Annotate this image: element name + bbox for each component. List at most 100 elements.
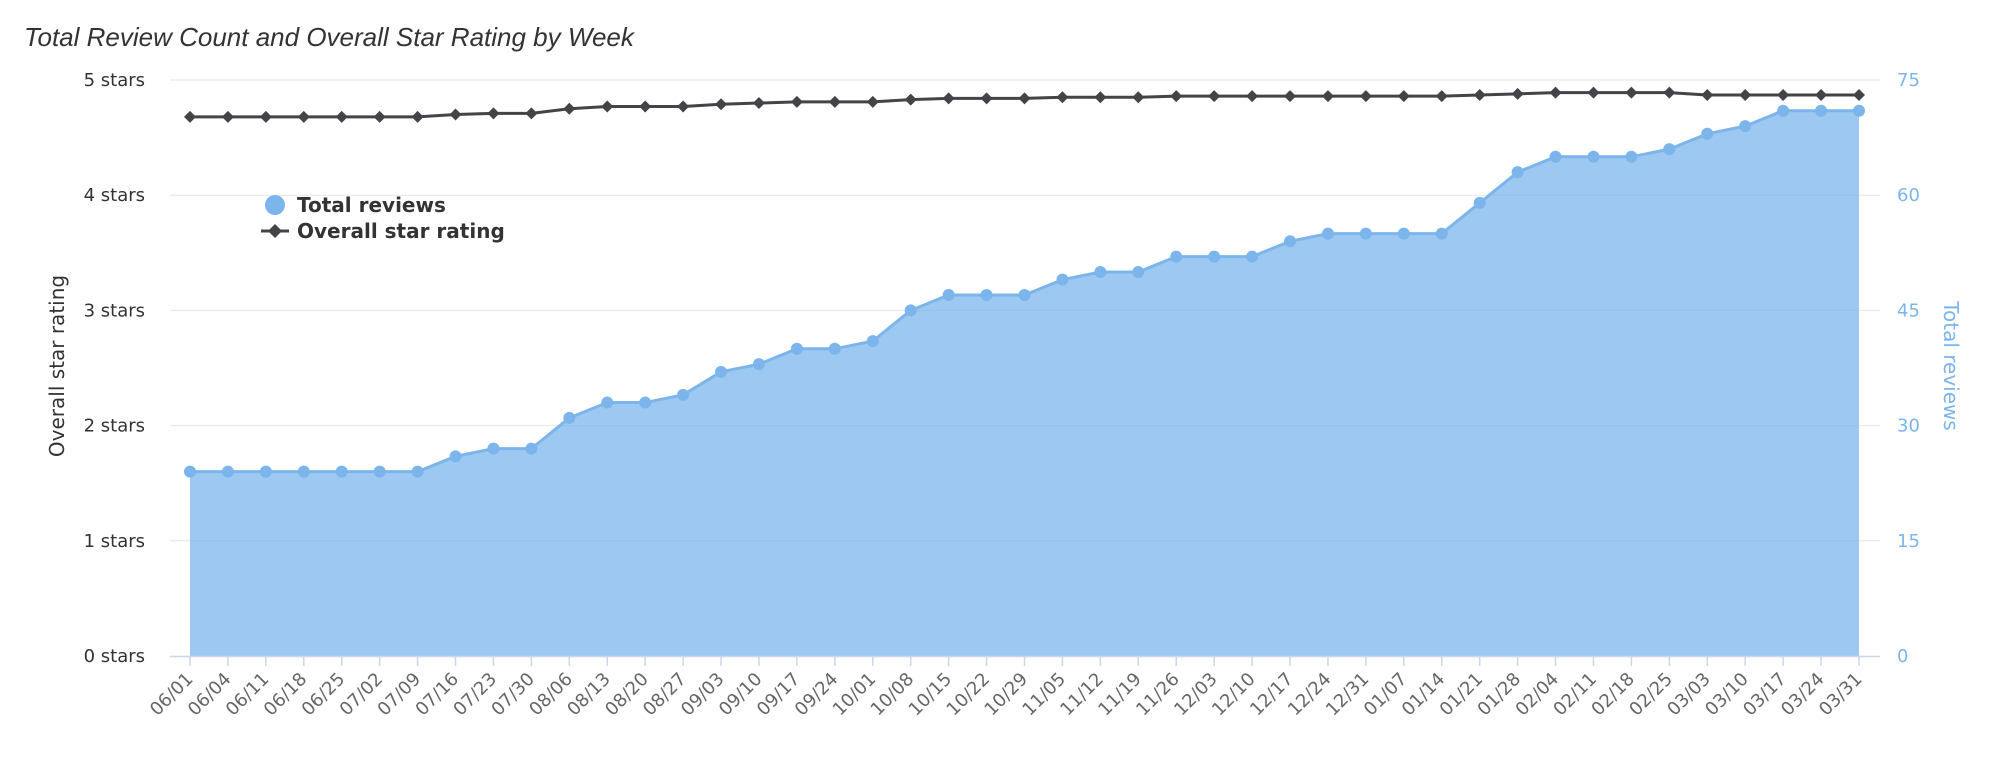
total-reviews-point: [525, 442, 538, 455]
star-rating-point: [1397, 90, 1410, 103]
right-tick-label: 60: [1897, 185, 1920, 206]
total-reviews-point: [1473, 196, 1486, 209]
total-reviews-point: [411, 465, 424, 478]
total-reviews-point: [942, 289, 955, 302]
total-reviews-point: [1056, 273, 1069, 286]
star-rating-point: [980, 92, 993, 105]
total-reviews-point: [1739, 120, 1752, 133]
total-reviews-point: [1018, 289, 1031, 302]
x-tick-label: 03/31: [1815, 669, 1867, 721]
star-rating-point: [752, 97, 765, 110]
star-rating-point: [1284, 90, 1297, 103]
total-reviews-point: [373, 465, 386, 478]
total-reviews-point: [1587, 150, 1600, 163]
total-reviews-point: [677, 388, 690, 401]
right-tick-label: 45: [1897, 300, 1920, 321]
left-tick-label: 3 stars: [84, 300, 145, 321]
total-reviews-point: [866, 335, 879, 348]
total-reviews-point: [1435, 227, 1448, 240]
star-rating-point: [1094, 91, 1107, 104]
right-tick-label: 15: [1897, 531, 1920, 552]
star-rating-point: [259, 110, 272, 123]
star-rating-point: [1359, 90, 1372, 103]
star-rating-point: [677, 100, 690, 113]
total-reviews-point: [1208, 250, 1221, 263]
total-reviews-point: [828, 342, 841, 355]
star-rating-point: [1435, 90, 1448, 103]
star-rating-point: [563, 102, 576, 115]
star-rating-point: [828, 95, 841, 108]
star-rating-point: [790, 95, 803, 108]
star-rating-point: [449, 108, 462, 121]
star-rating-point: [601, 100, 614, 113]
right-tick-label: 75: [1897, 70, 1920, 91]
total-reviews-point: [259, 465, 272, 478]
star-rating-point: [1853, 88, 1865, 101]
legend-rating-label[interactable]: Overall star rating: [297, 219, 505, 243]
total-reviews-point: [563, 411, 576, 424]
total-reviews-point: [715, 365, 728, 378]
total-reviews-point: [297, 465, 310, 478]
star-rating-point: [373, 110, 386, 123]
star-rating-point: [1132, 91, 1145, 104]
total-reviews-point: [1246, 250, 1259, 263]
total-reviews-point: [1511, 166, 1524, 179]
total-reviews-point: [487, 442, 500, 455]
chart-title: Total Review Count and Overall Star Rati…: [24, 22, 634, 52]
total-reviews-point: [601, 396, 614, 409]
star-rating-point: [411, 110, 424, 123]
star-rating-point: [715, 98, 728, 111]
star-rating-point: [297, 110, 310, 123]
star-rating-point: [184, 110, 196, 123]
legend[interactable]: Total reviews Overall star rating: [261, 193, 505, 243]
total-reviews-point: [1284, 235, 1297, 248]
total-reviews-point: [1663, 143, 1676, 156]
total-reviews-point: [1170, 250, 1183, 263]
star-rating-point: [525, 107, 538, 120]
total-reviews-point: [752, 358, 765, 371]
legend-reviews-label[interactable]: Total reviews: [297, 193, 446, 217]
star-rating-point: [1777, 88, 1790, 101]
total-reviews-point: [639, 396, 652, 409]
star-rating-point: [1815, 88, 1828, 101]
total-reviews-point: [1701, 127, 1714, 140]
left-tick-label: 4 stars: [84, 185, 145, 206]
star-rating-point: [1473, 88, 1486, 101]
total-reviews-point: [184, 465, 196, 478]
left-axis-title: Overall star rating: [45, 275, 69, 457]
star-rating-point: [1321, 90, 1334, 103]
total-reviews-point: [1549, 150, 1562, 163]
star-rating-point: [221, 110, 234, 123]
star-rating-point: [1739, 88, 1752, 101]
total-reviews-point: [1853, 104, 1865, 117]
star-rating-point: [335, 110, 348, 123]
total-reviews-area-layer: [184, 104, 1865, 657]
total-reviews-point: [449, 450, 462, 463]
star-rating-point: [1625, 86, 1638, 99]
right-axis-title: Total reviews: [1939, 300, 1963, 431]
star-rating-line-layer: [184, 86, 1865, 123]
star-rating-point: [1663, 86, 1676, 99]
total-reviews-point: [1815, 104, 1828, 117]
left-tick-label: 5 stars: [84, 70, 145, 91]
star-rating-point: [1511, 87, 1524, 100]
total-reviews-point: [1321, 227, 1334, 240]
right-tick-label: 30: [1897, 416, 1920, 437]
star-rating-point: [1246, 90, 1259, 103]
star-rating-point: [1208, 90, 1221, 103]
total-reviews-point: [1132, 266, 1145, 278]
star-rating-point: [1587, 86, 1600, 99]
total-reviews-point: [790, 342, 803, 355]
star-rating-point: [639, 100, 652, 113]
total-reviews-point: [980, 289, 993, 302]
legend-rating-marker: [268, 224, 282, 238]
star-rating-point: [1018, 92, 1031, 105]
left-tick-label: 2 stars: [84, 416, 145, 437]
star-rating-point: [1170, 90, 1183, 103]
legend-reviews-marker: [265, 195, 285, 215]
total-reviews-area: [190, 110, 1859, 657]
right-tick-label: 0: [1897, 646, 1908, 667]
total-reviews-point: [1777, 104, 1790, 117]
total-reviews-point: [1625, 150, 1638, 163]
